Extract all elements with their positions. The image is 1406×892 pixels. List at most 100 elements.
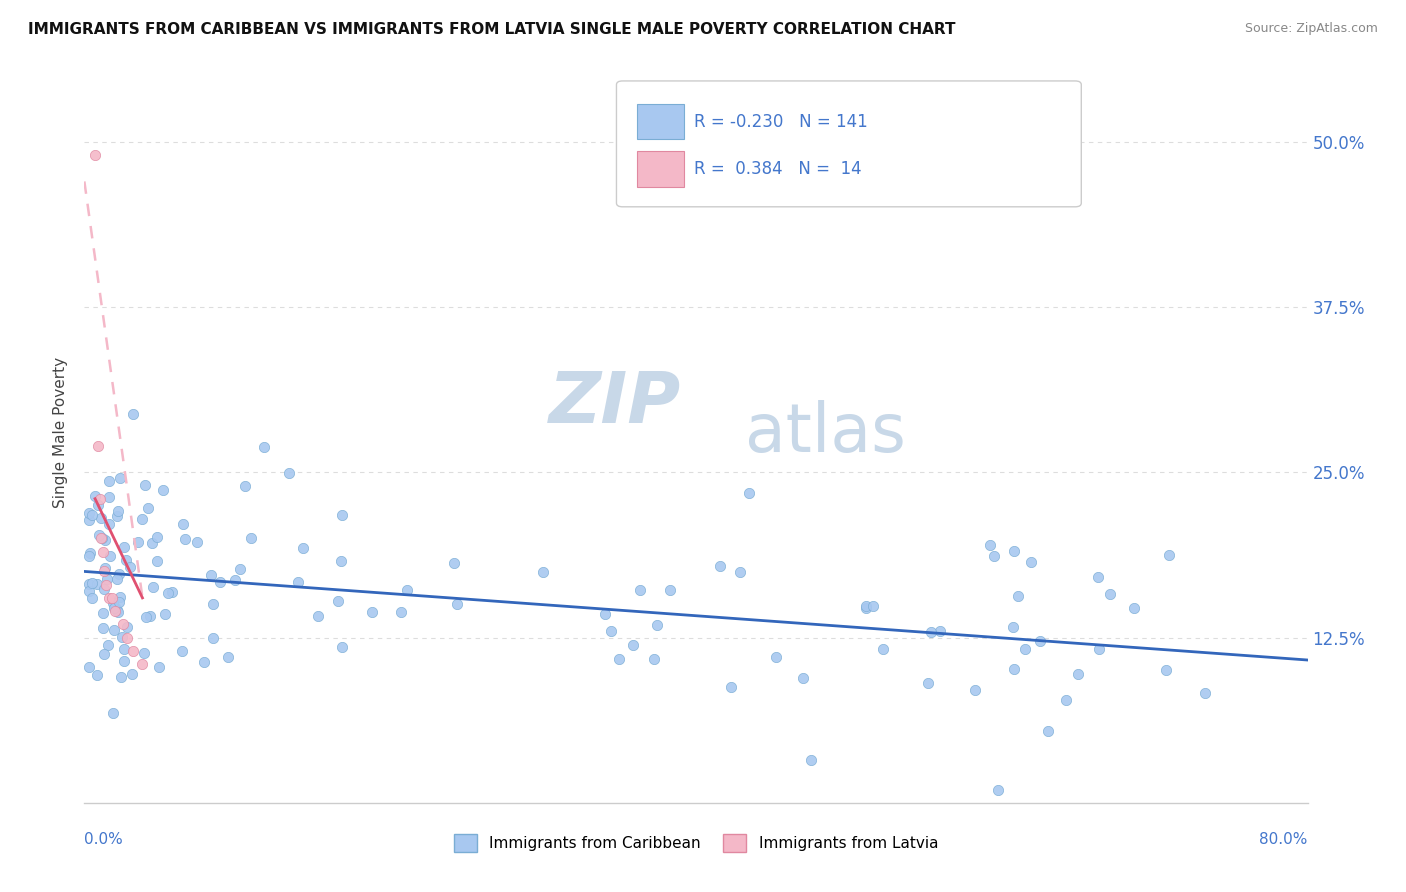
Point (77, 513, 100, 527)
Point (1054, 692, 1077, 706)
Point (146, 554, 169, 568)
Point (87, 527, 110, 541)
Point (287, 574, 309, 589)
Text: ZIP: ZIP (550, 368, 682, 437)
Point (77, 506, 100, 520)
Point (531, 565, 554, 579)
Point (233, 479, 256, 493)
Point (929, 624, 952, 639)
Point (963, 683, 986, 698)
Point (93, 647, 115, 661)
Point (93, 565, 115, 579)
Point (1099, 587, 1122, 601)
Point (101, 596, 124, 610)
Point (90, 532, 112, 546)
Point (105, 572, 128, 586)
Text: R =  0.384   N =  14: R = 0.384 N = 14 (693, 160, 860, 178)
Point (738, 486, 761, 500)
Point (94, 561, 117, 575)
Point (82, 508, 104, 523)
Point (148, 660, 170, 674)
Point (98, 517, 121, 532)
Point (709, 558, 731, 573)
Point (1007, 590, 1029, 604)
Point (1002, 544, 1025, 558)
Point (135, 609, 157, 624)
Point (855, 599, 877, 613)
Point (97, 474, 120, 488)
Point (593, 607, 616, 621)
Point (145, 530, 167, 544)
Point (90, 532, 112, 546)
Point (77, 577, 100, 591)
Point (730, 565, 752, 579)
Point (443, 556, 465, 570)
Point (1002, 619, 1025, 633)
Point (917, 676, 939, 690)
Point (1157, 548, 1180, 562)
Point (107, 504, 129, 518)
Point (446, 597, 468, 611)
Point (224, 574, 246, 588)
Point (110, 631, 132, 645)
Point (155, 607, 177, 621)
FancyBboxPatch shape (616, 81, 1081, 207)
Point (862, 599, 884, 614)
Point (93, 533, 115, 547)
Point (87, 498, 110, 512)
Point (239, 532, 262, 546)
Point (139, 609, 162, 624)
Point (104, 604, 127, 618)
Point (108, 471, 131, 485)
Point (389, 605, 412, 619)
Point (114, 553, 136, 567)
Point (643, 652, 665, 666)
Point (101, 706, 124, 720)
Point (157, 586, 180, 600)
Point (122, 644, 145, 658)
Point (98, 549, 121, 563)
Point (103, 623, 125, 637)
Point (330, 508, 353, 522)
Text: 80.0%: 80.0% (1260, 831, 1308, 847)
Point (330, 640, 353, 655)
Point (96, 572, 118, 586)
Point (134, 478, 156, 492)
Point (277, 466, 299, 480)
Point (630, 582, 652, 597)
Point (107, 605, 129, 619)
Point (1036, 724, 1059, 739)
Point (112, 540, 135, 554)
Bar (637, 103, 683, 139)
Point (152, 483, 174, 497)
Point (800, 753, 823, 767)
Point (93, 582, 115, 597)
Point (1014, 641, 1036, 656)
Point (141, 536, 163, 550)
Point (77, 549, 100, 564)
Point (160, 584, 183, 599)
Point (599, 624, 621, 639)
Point (1029, 633, 1052, 648)
Point (1019, 555, 1042, 569)
Y-axis label: Single Male Poverty: Single Male Poverty (53, 357, 69, 508)
Point (136, 501, 159, 516)
Point (253, 440, 276, 454)
Point (1067, 667, 1090, 681)
Point (396, 583, 419, 598)
Point (108, 566, 131, 581)
Point (228, 562, 250, 576)
Point (142, 580, 165, 594)
Point (1194, 686, 1216, 700)
Point (84, 489, 107, 503)
Point (607, 652, 630, 666)
Point (920, 624, 942, 639)
Point (103, 601, 125, 615)
Text: R = -0.230   N = 141: R = -0.230 N = 141 (693, 112, 868, 130)
Point (201, 631, 224, 645)
Point (983, 549, 1005, 563)
Point (94, 577, 117, 591)
Point (855, 600, 877, 615)
Point (1122, 601, 1144, 615)
Text: atlas: atlas (745, 400, 905, 466)
